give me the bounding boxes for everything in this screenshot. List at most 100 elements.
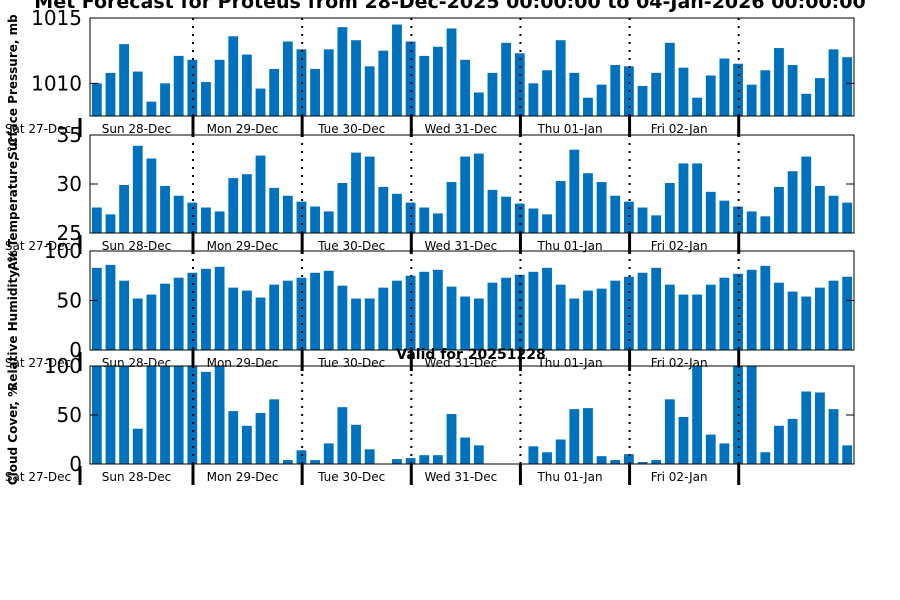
bar-mark	[514, 53, 525, 116]
day-label: Tue 30-Dec	[317, 239, 385, 253]
bar-mark	[664, 399, 675, 464]
bar-mark	[105, 72, 116, 116]
bar-mark	[733, 63, 743, 116]
bar-mark	[637, 272, 648, 350]
bar-mark	[705, 191, 716, 233]
day-label: Thu 01-Jan	[536, 239, 602, 253]
bar-mark	[173, 195, 184, 233]
y-axis-label: Surface Pressure, mb	[6, 14, 20, 160]
day-label: Mon 29-Dec	[207, 122, 279, 136]
day-label: Sun 28-Dec	[102, 470, 171, 484]
bar-mark	[132, 298, 143, 350]
bar-mark	[146, 294, 157, 350]
bar-mark	[419, 271, 430, 350]
bar-mark	[392, 459, 402, 464]
bar-mark	[364, 449, 375, 464]
bar-mark	[255, 88, 266, 116]
bar-mark	[446, 28, 457, 117]
bar-mark	[664, 284, 675, 350]
day-label: Sat 27-Dec	[5, 356, 71, 370]
bar-mark	[146, 101, 157, 116]
bar-mark	[241, 54, 252, 116]
bar-mark	[487, 72, 498, 116]
bar-mark	[651, 460, 662, 464]
bar-mark	[760, 70, 771, 116]
bar-mark	[105, 366, 116, 464]
bar-mark	[501, 196, 512, 233]
bar-mark	[828, 409, 839, 464]
bar-mark	[419, 207, 430, 233]
day-label: Sun 28-Dec	[102, 122, 171, 136]
bar-mark	[596, 84, 607, 116]
bar-mark	[187, 202, 198, 233]
bar-mark	[814, 287, 825, 350]
bar-mark	[787, 171, 798, 233]
bar-mark	[651, 72, 662, 116]
bar-mark	[105, 214, 116, 233]
bar-mark	[187, 272, 198, 350]
bar-mark	[842, 276, 853, 350]
bar-mark	[119, 184, 130, 233]
bar-mark	[705, 284, 716, 350]
bar-mark	[405, 41, 416, 116]
bar-mark	[269, 284, 280, 350]
bar-mark	[337, 285, 348, 350]
bar-mark	[187, 59, 198, 116]
bar-mark	[132, 71, 143, 116]
bar-mark	[828, 195, 839, 233]
bar-mark	[610, 460, 621, 464]
bar-mark	[460, 156, 471, 233]
bar-mark	[201, 82, 211, 116]
day-label: Fri 02-Jan	[651, 239, 708, 253]
bar-mark	[651, 215, 662, 233]
bar-mark	[569, 298, 580, 350]
day-label: Mon 29-Dec	[207, 470, 279, 484]
ytick-label: 35	[57, 123, 82, 147]
bar-mark	[241, 290, 252, 350]
bar-mark	[746, 211, 757, 233]
bar-mark	[337, 27, 348, 116]
bar-mark	[487, 282, 498, 350]
bar-mark	[733, 206, 743, 233]
bar-mark	[119, 366, 130, 464]
bar-mark	[337, 183, 348, 233]
bar-mark	[542, 452, 552, 464]
bar-mark	[105, 264, 116, 350]
bar-mark	[842, 202, 853, 233]
bar-mark	[719, 277, 730, 350]
bar-mark	[719, 443, 730, 464]
bar-mark	[91, 267, 102, 350]
y-axis-label: Relative Humidity, %	[6, 250, 20, 391]
figure-title: Met Forecast for Proteus from 28-Dec-202…	[34, 0, 865, 13]
bar-mark	[132, 145, 143, 233]
bar-mark	[746, 366, 757, 464]
day-label: Wed 31-Dec	[424, 239, 497, 253]
bar-mark	[310, 272, 321, 350]
bar-mark	[296, 277, 307, 350]
day-label: Tue 30-Dec	[317, 470, 385, 484]
bar-mark	[323, 49, 334, 116]
bar-mark	[282, 41, 293, 116]
bar-mark	[692, 163, 703, 233]
ytick-label: 50	[57, 403, 82, 427]
bar-mark	[801, 93, 812, 116]
bar-mark	[692, 294, 703, 350]
bar-mark	[596, 182, 607, 233]
bar-mark	[637, 462, 648, 464]
day-label: Sun 28-Dec	[102, 239, 171, 253]
bar-mark	[501, 277, 512, 350]
day-label: Fri 02-Jan	[651, 122, 708, 136]
day-label: Wed 31-Dec	[424, 470, 497, 484]
bar-mark	[364, 66, 375, 116]
bar-mark	[173, 277, 184, 350]
bar-mark	[473, 153, 484, 233]
bar-mark	[610, 65, 621, 116]
bar-mark	[201, 207, 211, 233]
bar-mark	[91, 83, 102, 116]
bar-mark	[296, 201, 307, 233]
bar-mark	[814, 78, 825, 116]
day-label: Thu 01-Jan	[536, 356, 602, 370]
bar-mark	[528, 446, 539, 464]
bar-mark	[719, 200, 730, 233]
